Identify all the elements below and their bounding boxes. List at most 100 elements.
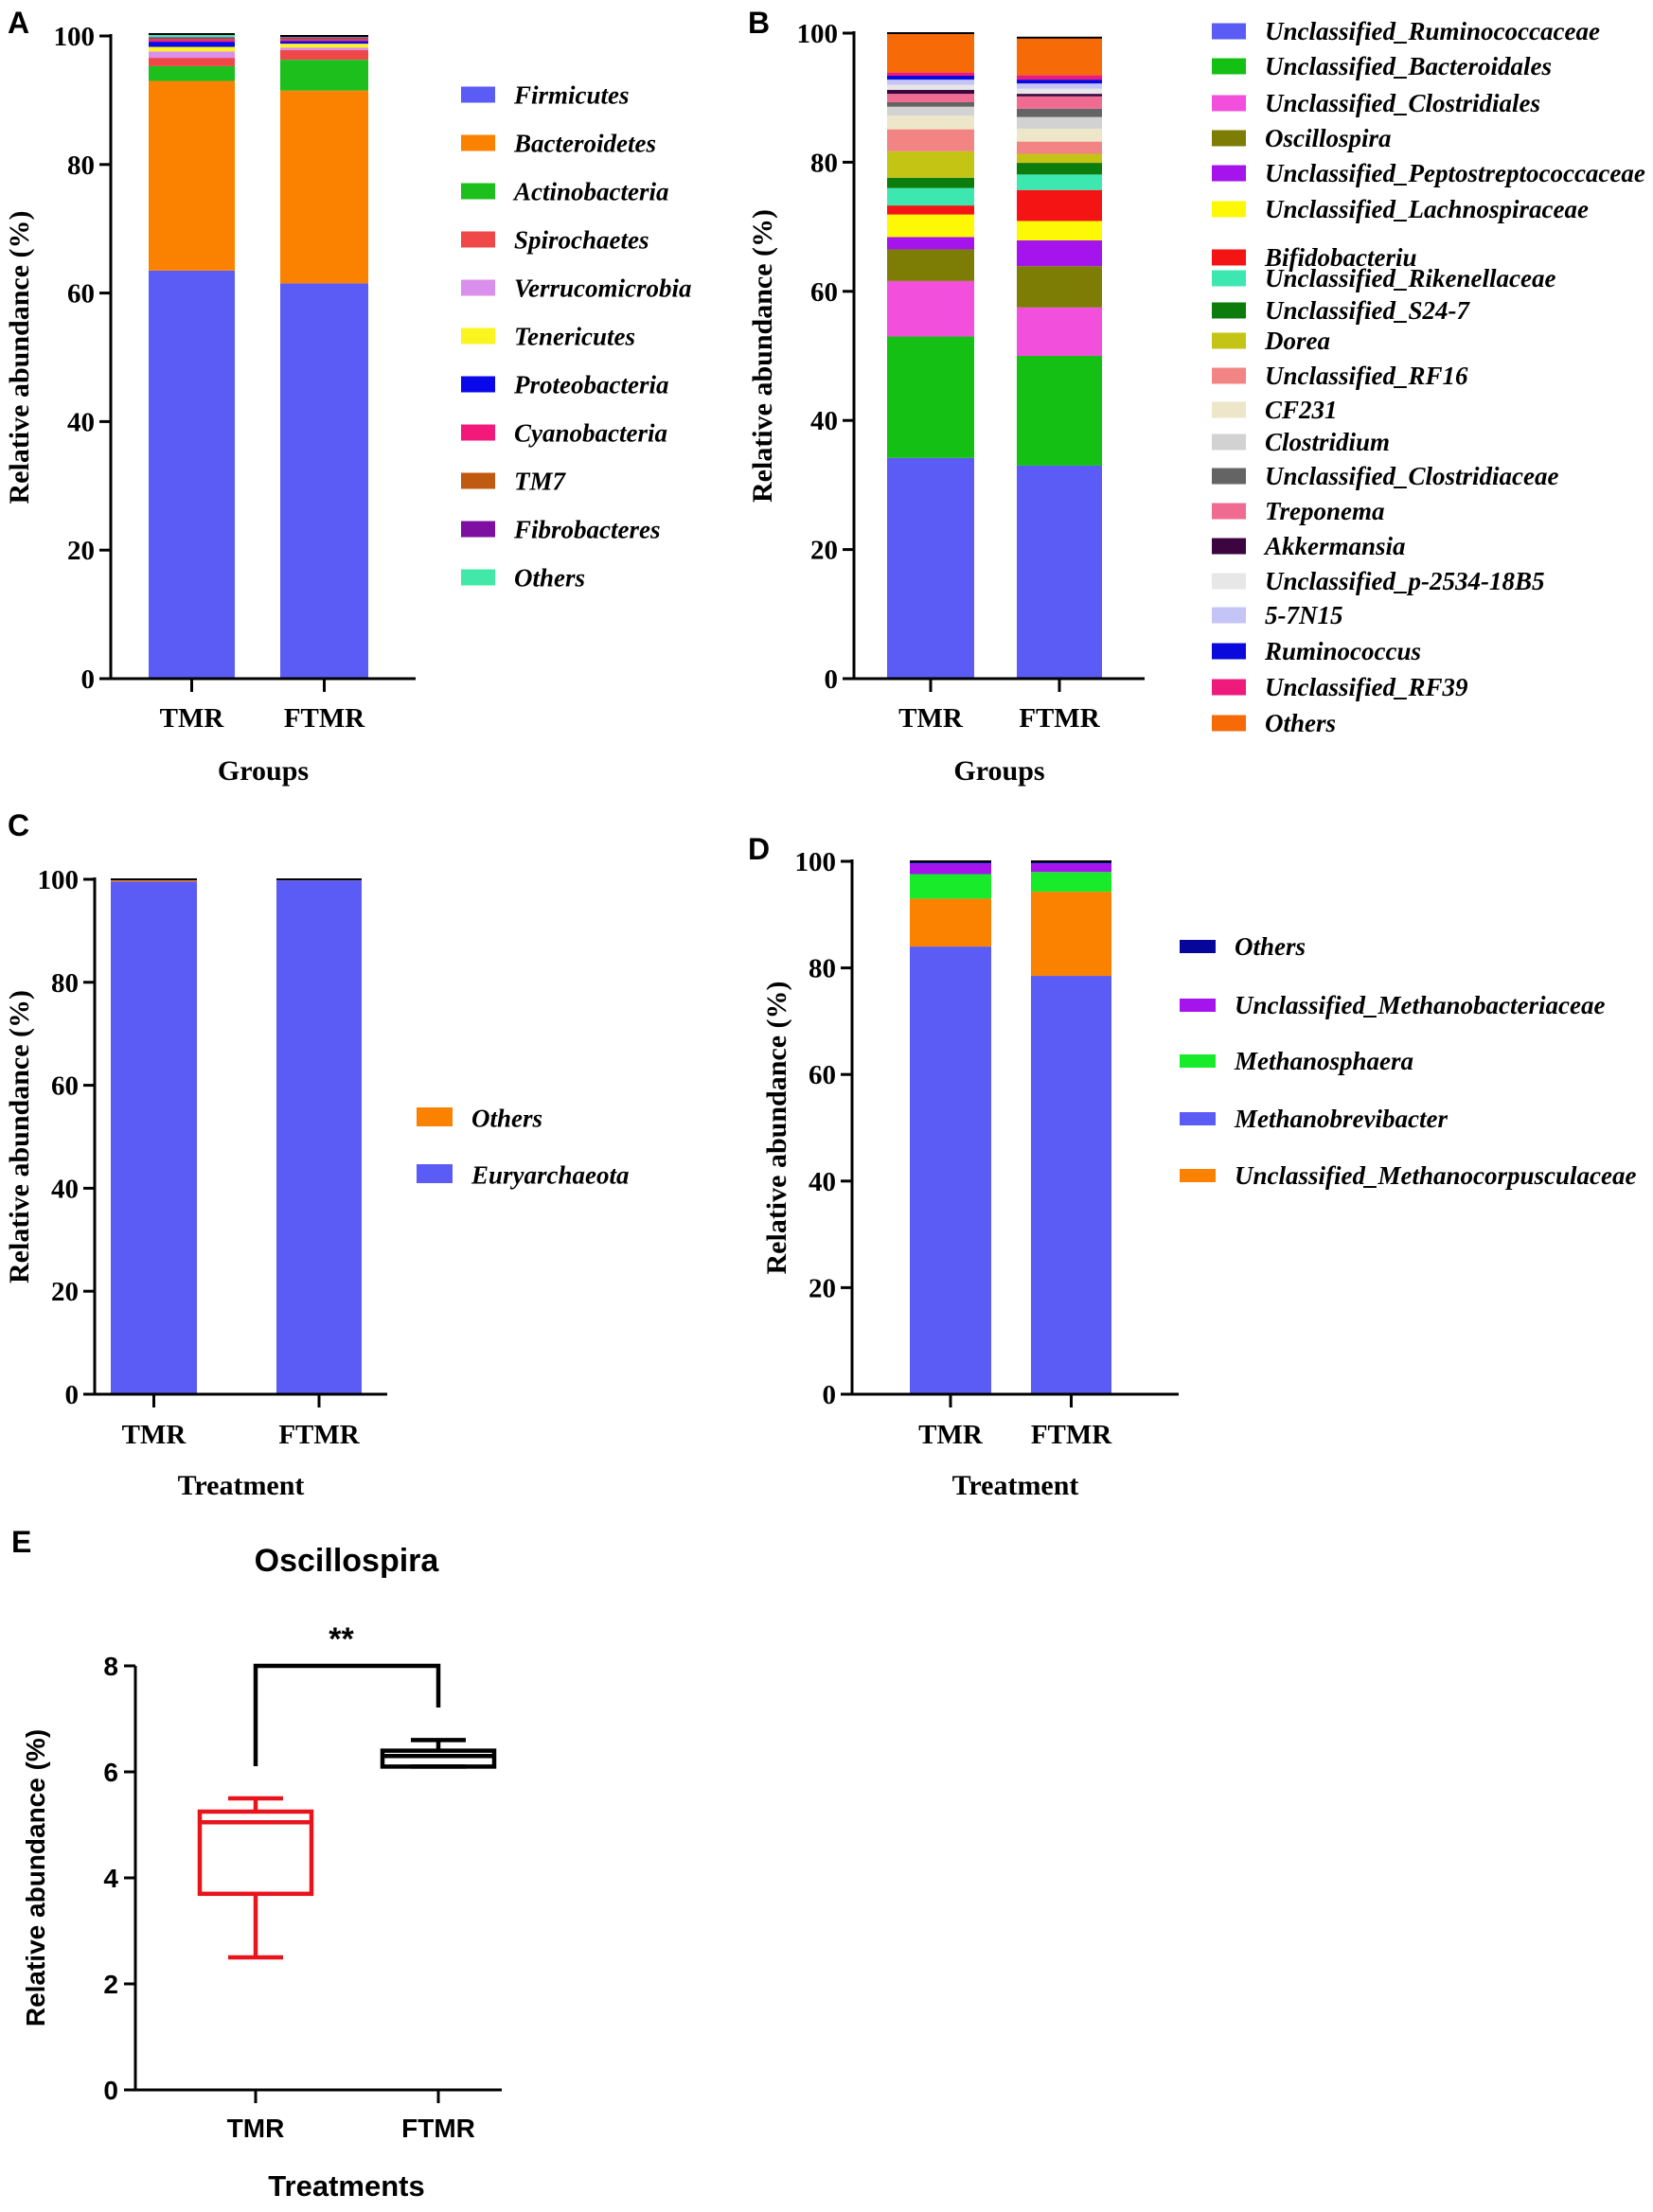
y-tick-label: 60 <box>67 279 95 310</box>
bar-tmr-unclassified-clostridiaceae <box>887 101 974 107</box>
legend-label-oscillospira: Oscillospira <box>1265 124 1392 152</box>
bar-ftmr-unclassified-ruminococcaceae <box>1017 465 1102 679</box>
bar-tmr-unclassified-lachnospiraceae <box>887 214 974 238</box>
bar-ftmr-unclassified-methanocorpusculaceae <box>1031 892 1111 977</box>
legend-label-unclassified-methanobacteriaceae: Unclassified_Methanobacteriaceae <box>1235 991 1605 1019</box>
y-tick-label: 20 <box>51 1277 79 1307</box>
legend-swatch-methanosphaera <box>1180 1054 1216 1068</box>
legend-label-methanobrevibacter: Methanobrevibacter <box>1234 1105 1448 1133</box>
bar-tmr-tenericutes <box>149 46 235 52</box>
y-tick-label: 20 <box>67 536 95 566</box>
bar-tmr-proteobacteria <box>149 42 235 47</box>
legend-swatch-5-7n15 <box>1212 607 1246 624</box>
x-tick-label-tmr: TMR <box>122 1420 187 1450</box>
significance-label: ** <box>329 1621 354 1657</box>
x-tick-label-tmr: TMR <box>918 1420 984 1450</box>
legend-swatch-akkermansia <box>1212 538 1246 555</box>
y-axis-title: Relative abundance (%) <box>747 209 778 503</box>
y-axis-title: Relative abundance (%) <box>4 990 35 1283</box>
bar-tmr-euryarchaeota <box>111 881 197 1394</box>
bar-ftmr-oscillospira <box>1017 266 1102 308</box>
legend-label-ruminococcus: Ruminococcus <box>1264 637 1421 665</box>
legend-swatch-unclassified-rf16 <box>1212 367 1246 384</box>
bar-ftmr-tm7 <box>280 38 368 41</box>
bar-ftmr-cf231 <box>1017 128 1102 142</box>
bar-ftmr-fibrobacteres <box>280 37 368 39</box>
bar-tmr-methanobrevibacter <box>910 947 991 1394</box>
bar-ftmr-actinobacteria <box>280 60 368 91</box>
bar-tmr-others <box>887 33 974 73</box>
bar-tmr-others <box>149 33 235 38</box>
legend: Others Unclassified_Methanobacteriaceae Me… <box>1180 932 1637 1190</box>
panel-letter: A <box>8 6 29 40</box>
bar-ftmr-proteobacteria <box>280 41 368 44</box>
bar-ftmr-methanobrevibacter <box>1031 976 1111 1394</box>
box-iqr <box>380 1748 497 1769</box>
legend-label-bifidobacteriu: Bifidobacteriu <box>1264 243 1417 272</box>
y-tick-label: 80 <box>809 954 836 984</box>
bar-tmr-verrucomicrobia <box>149 51 235 59</box>
legend-label-proteobacteria: Proteobacteria <box>513 370 668 398</box>
bar-tmr-bacteroidetes <box>149 80 235 271</box>
legend-swatch-unclassified-clostridiales <box>1212 95 1246 112</box>
legend-label-unclassified-methanocorpusculaceae: Unclassified_Methanocorpusculaceae <box>1235 1161 1637 1190</box>
legend-swatch-unclassified-clostridiaceae <box>1212 468 1246 485</box>
bar-ftmr-unclassified-p-2534-18b5 <box>1017 88 1102 95</box>
y-tick-label: 100 <box>795 847 837 877</box>
legend-swatch-unclassified-methanobacteriaceae <box>1180 999 1216 1012</box>
bar-ftmr-unclassified-clostridiaceae <box>1017 108 1102 117</box>
x-tick-label-tmr: TMR <box>898 703 964 734</box>
legend-swatch-others <box>1180 940 1216 953</box>
y-axis-title: Relative abundance (%) <box>21 1729 50 2026</box>
panel-letter: D <box>748 832 770 866</box>
legend-label-tenericutes: Tenericutes <box>514 322 635 350</box>
legend-label-unclassified-p-2534-18b5: Unclassified_p-2534-18B5 <box>1265 567 1544 595</box>
bar-ftmr-5-7n15 <box>1017 83 1102 89</box>
bar-ftmr-dorea <box>1017 153 1102 164</box>
bar-tmr-unclassified-bacteroidales <box>887 336 974 458</box>
legend-swatch-tenericutes <box>461 327 495 345</box>
bar-ftmr-akkermansia <box>1017 94 1102 97</box>
bar-tmr-unclassified-peptostreptococcaceae <box>887 237 974 250</box>
legend-swatch-unclassified-s24-7 <box>1212 302 1246 319</box>
y-tick-label: 0 <box>65 1380 80 1410</box>
chart-title: Oscillospira <box>255 1543 440 1579</box>
legend-label-others: Others <box>1265 709 1336 737</box>
legend-swatch-actinobacteria <box>461 183 495 200</box>
bar-tmr-methanosphaera <box>910 874 991 899</box>
legend-swatch-unclassified-ruminococcaceae <box>1212 23 1246 40</box>
x-axis-title: Groups <box>953 755 1044 787</box>
bar-tmr-dorea <box>887 150 974 178</box>
y-tick-label: 100 <box>38 865 80 895</box>
legend-swatch-unclassified-methanocorpusculaceae <box>1180 1169 1216 1182</box>
legend-label-cyanobacteria: Cyanobacteria <box>514 418 667 447</box>
legend-swatch-unclassified-lachnospiraceae <box>1212 201 1246 218</box>
x-tick-label-ftmr: FTMR <box>284 703 365 734</box>
bar-ftmr-tenericutes <box>280 44 368 48</box>
legend-label-unclassified-peptostreptococcaceae: Unclassified_Peptostreptococcaceae <box>1265 159 1645 187</box>
legend-swatch-ruminococcus <box>1212 643 1246 660</box>
legend-label-bacteroidetes: Bacteroidetes <box>513 129 656 157</box>
legend-label-unclassified-lachnospiraceae: Unclassified_Lachnospiraceae <box>1265 195 1589 223</box>
legend-swatch-unclassified-rf39 <box>1212 679 1246 696</box>
legend-label-unclassified-s24-7: Unclassified_S24-7 <box>1265 296 1471 325</box>
x-tick-label-tmr: TMR <box>227 2114 285 2143</box>
legend-swatch-verrucomicrobia <box>461 279 495 296</box>
legend-label-unclassified-clostridiaceae: Unclassified_Clostridiaceae <box>1265 462 1558 490</box>
bar-tmr-unclassified-methanobacteriaceae <box>910 863 991 875</box>
legend: Others Euryarchaeota <box>417 1105 630 1190</box>
bar-tmr-akkermansia <box>887 90 974 95</box>
bar-tmr-5-7n15 <box>887 80 974 85</box>
legend-swatch-fibrobacteres <box>461 521 495 538</box>
legend-swatch-cf231 <box>1212 401 1246 418</box>
bar-tmr-actinobacteria <box>149 65 235 81</box>
legend-label-fibrobacteres: Fibrobacteres <box>513 515 661 543</box>
bar-ftmr-euryarchaeota <box>276 880 362 1394</box>
bar-tmr-unclassified-rikenellaceae <box>887 187 974 206</box>
bar-tmr-unclassified-clostridiales <box>887 280 974 337</box>
bar-ftmr-unclassified-rf39 <box>1017 75 1102 80</box>
bar-tmr-oscillospira <box>887 249 974 281</box>
x-tick-label-ftmr: FTMR <box>401 2114 475 2143</box>
legend-swatch-unclassified-peptostreptococcaceae <box>1212 165 1246 182</box>
y-tick-label: 40 <box>809 1167 836 1197</box>
